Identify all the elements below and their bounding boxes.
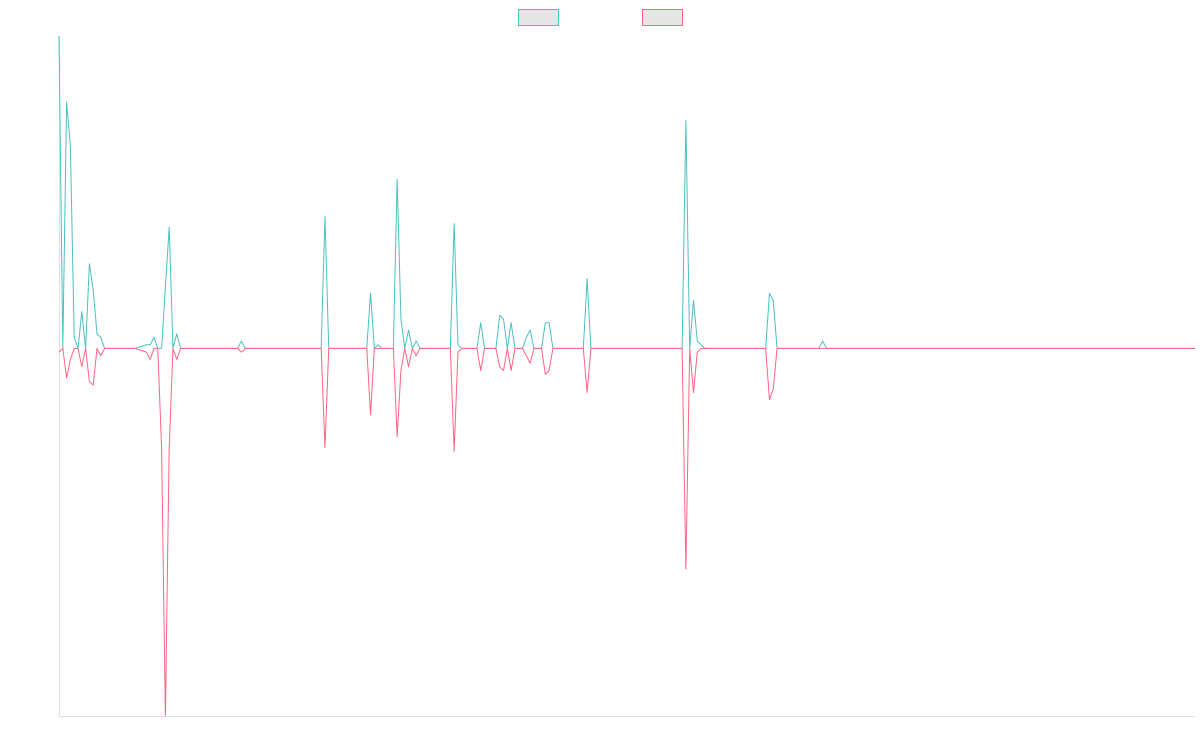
plot-area [58,35,1195,717]
legend [518,9,683,26]
series-layer [58,35,1195,717]
legend-swatch-2 [642,9,683,26]
series-line-1 [58,35,1195,349]
legend-swatch-1 [518,9,559,26]
legend-item-1[interactable] [518,9,559,26]
series-line-2 [58,347,1195,717]
legend-item-2[interactable] [642,9,683,26]
